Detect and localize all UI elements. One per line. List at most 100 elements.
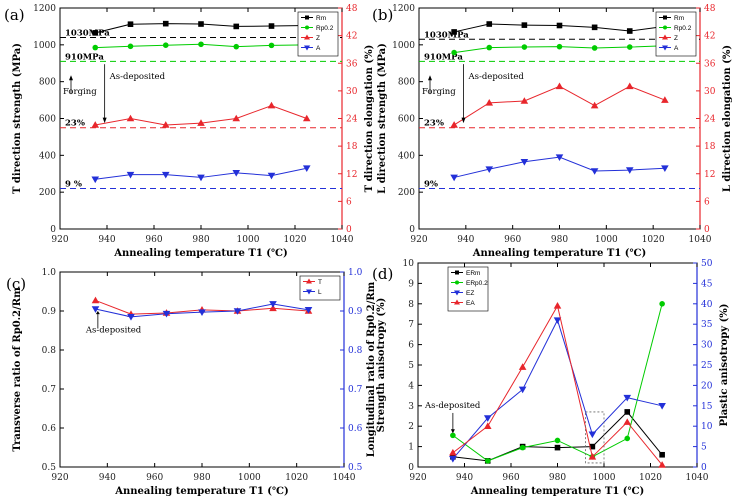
panel-a: (a)920 940 960 980 1000 1020 10400200400600800… — [4, 4, 375, 259]
x-tick-label: 960 — [146, 473, 163, 483]
y-right-tick-label: 0.6 — [348, 424, 363, 434]
y-axis-label: Strength anisotropy (%) — [376, 298, 387, 433]
y-right-tick-label: 12 — [704, 170, 715, 180]
y-tick-label: 800 — [39, 78, 56, 88]
x-tick-label: 960 — [504, 235, 521, 245]
legend-item-T: T — [318, 279, 322, 286]
data-point-A — [450, 174, 458, 182]
data-point-Rm — [198, 21, 204, 27]
data-point-L — [127, 314, 135, 321]
data-point-A — [520, 158, 529, 166]
legend: TL — [299, 275, 341, 301]
data-point-EZ — [588, 431, 597, 439]
panel-b: (b)920 940 960 980 1000 1020 10400200400600800… — [372, 4, 733, 259]
data-point-ERp0.2 — [624, 435, 631, 442]
annotation-as-deposited: As-deposited — [467, 72, 524, 82]
data-point-Rp0.2 — [233, 43, 240, 50]
y-tick-label: 0.6 — [42, 424, 57, 434]
data-point-A — [302, 165, 311, 173]
x-tick-label: 1000 — [595, 235, 618, 245]
y-tick-label: 7 — [408, 320, 414, 330]
reference-label: 910MPa — [424, 52, 463, 62]
y-right-tick-label: 36 — [346, 59, 358, 69]
data-point-Z — [520, 97, 529, 104]
x-tick-label: 1000 — [593, 473, 616, 483]
data-point-ERp0.2 — [450, 432, 456, 439]
data-point-EA — [658, 461, 666, 468]
y-right-tick-label: 0 — [346, 225, 352, 235]
data-point-Rm — [162, 20, 169, 27]
y-right-tick-label: 6 — [704, 197, 710, 207]
data-point-Rm — [521, 22, 528, 28]
data-point-Z — [555, 82, 564, 90]
legend-marker — [305, 25, 309, 30]
y-right-tick-label: 18 — [704, 142, 716, 152]
data-point-L — [269, 301, 277, 308]
y-right-tick-label: 30 — [346, 87, 358, 97]
annotation-as-deposited: As-deposited — [109, 72, 166, 82]
y-right-tick-label: 10 — [701, 422, 713, 432]
x-axis-label: Annealing temperature T1 (℃) — [113, 248, 287, 259]
data-point-L — [91, 306, 100, 313]
y-tick-label: 400 — [398, 151, 415, 161]
y-right-tick-label: 40 — [701, 300, 713, 310]
y-right-tick-label: 0.5 — [348, 463, 363, 473]
legend-item-EA: EA — [466, 300, 475, 307]
legend-marker — [455, 270, 459, 275]
y-right-tick-label: 48 — [704, 4, 716, 14]
data-point-ERp0.2 — [519, 444, 526, 451]
y-right-tick-label: 48 — [346, 4, 358, 14]
data-point-EZ — [623, 394, 632, 402]
reference-label: 1030MPa — [424, 30, 469, 40]
reference-label: 1030MPa — [65, 28, 110, 38]
legend-marker — [663, 25, 667, 30]
y-tick-label: 1.0 — [42, 268, 57, 278]
x-tick-label: 960 — [145, 235, 162, 245]
annotation-as-deposited: As-deposited — [424, 401, 481, 411]
legend-item-Z: Z — [316, 35, 320, 42]
data-point-EA — [588, 453, 597, 460]
legend-item-Rm: Rm — [316, 15, 326, 22]
arrow-head — [450, 429, 455, 434]
data-point-Z — [590, 101, 599, 109]
x-tick-label: 940 — [457, 235, 474, 245]
data-point-Rm — [127, 21, 134, 28]
data-point-A — [590, 168, 599, 175]
data-point-Rp0.2 — [162, 42, 169, 49]
y-tick-label: 400 — [39, 151, 56, 161]
panel-d: (d)920 940 960 980 1000 1020 10400123456789100… — [372, 259, 730, 497]
y-right-axis-label: L direction elongation (%) — [722, 45, 733, 192]
data-point-A — [232, 170, 241, 177]
data-point-EA — [623, 418, 632, 425]
data-point-Z — [267, 101, 276, 109]
data-point-Z — [302, 114, 311, 122]
arrow-head — [102, 117, 107, 124]
legend-item-Rp0.2: Rp0.2 — [674, 25, 692, 32]
legend-item-Rm: Rm — [674, 15, 684, 22]
y-right-tick-label: 30 — [704, 87, 716, 97]
y-tick-label: 4 — [408, 381, 414, 391]
data-point-EZ — [518, 386, 527, 394]
x-axis-label: Annealing temperature T1 (℃) — [472, 248, 646, 259]
x-tick-label: 940 — [456, 473, 473, 483]
y-tick-label: 1 — [408, 443, 414, 453]
data-point-Rm — [486, 21, 493, 27]
legend-box — [655, 11, 697, 57]
y-right-tick-label: 45 — [701, 279, 713, 289]
y-tick-label: 1000 — [392, 41, 415, 51]
arrow-head — [69, 75, 73, 81]
panel-label: (d) — [372, 265, 393, 283]
y-right-tick-label: 0 — [701, 463, 707, 473]
y-right-tick-label: 25 — [701, 361, 713, 371]
legend-item-EZ: EZ — [466, 290, 474, 297]
y-tick-label: 0 — [50, 225, 56, 235]
y-tick-label: 0.8 — [42, 346, 57, 356]
arrow-head — [461, 117, 466, 124]
arrow-head — [428, 75, 432, 81]
data-point-A — [485, 166, 494, 173]
y-tick-label: 2 — [408, 422, 414, 432]
legend-item-ERm: ERm — [466, 270, 480, 277]
data-point-Rp0.2 — [486, 44, 493, 51]
x-tick-label: 980 — [549, 473, 566, 483]
